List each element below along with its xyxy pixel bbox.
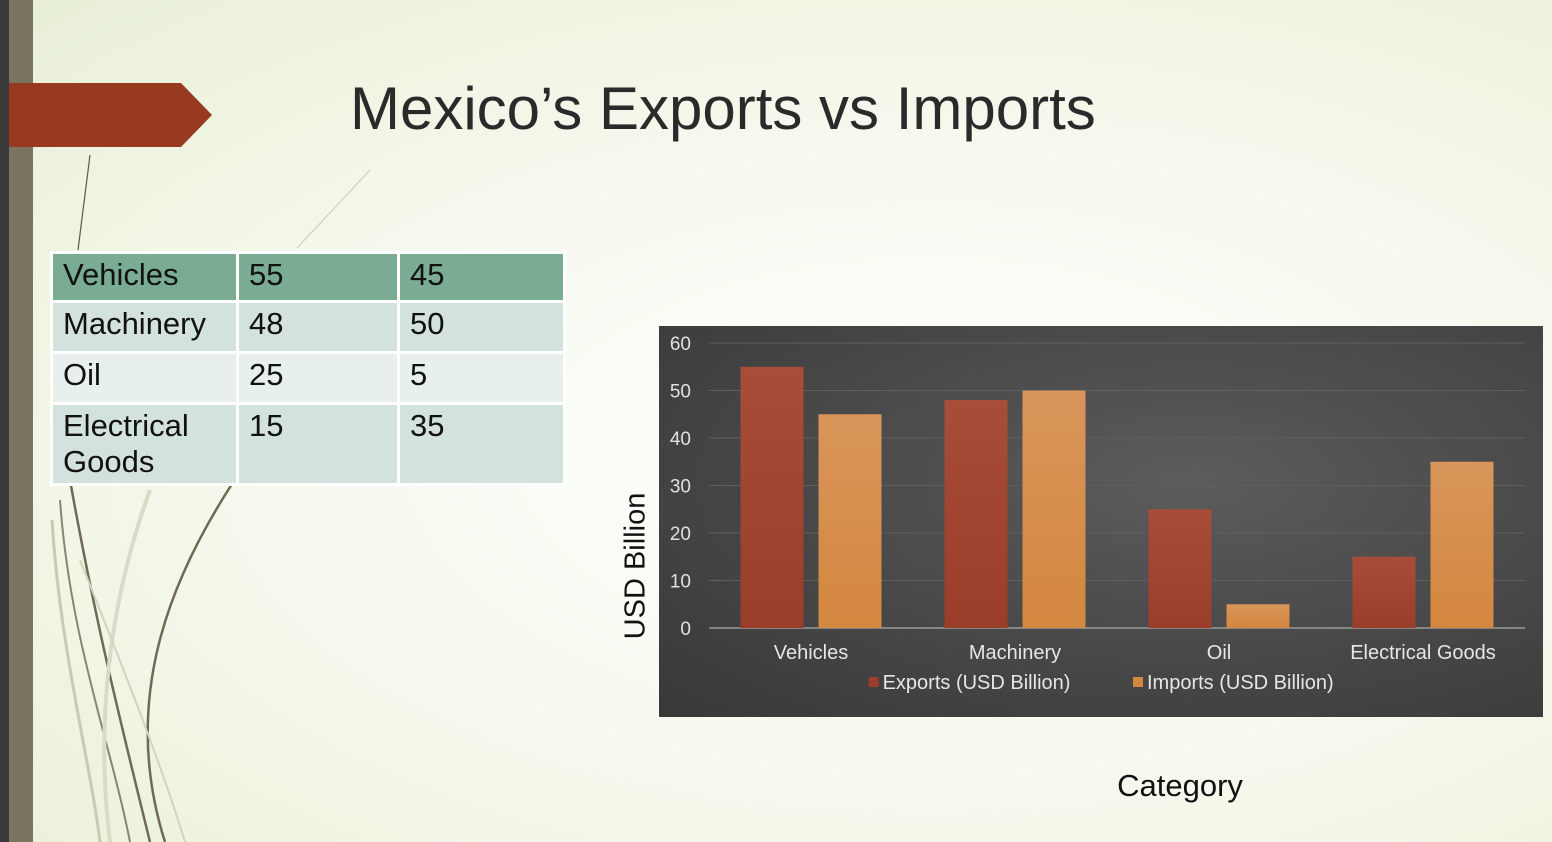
x-tick-label: Vehicles	[774, 642, 849, 664]
y-tick-label: 20	[670, 524, 691, 545]
title-pennant-shape	[9, 83, 212, 147]
decorative-lines	[50, 154, 371, 842]
x-tick-label: Electrical Goods	[1350, 642, 1496, 664]
left-edge-strip	[0, 0, 9, 842]
imports-bar	[1430, 461, 1494, 628]
x-tick-label: Oil	[1207, 642, 1231, 664]
imports-bar	[818, 414, 882, 628]
legend-label-exports: Exports (USD Billion)	[883, 672, 1071, 694]
table-value-cell: 35	[397, 402, 566, 486]
imports-bar	[1226, 604, 1290, 628]
chart-plot-area: 0 10 20 30 40 50 60 Vehicles Machinery Oil Electri…	[670, 334, 1525, 694]
table-value-cell: 5	[397, 351, 566, 405]
legend-swatch-exports	[868, 677, 879, 687]
y-tick-label: 30	[670, 477, 691, 498]
table-category-cell: Electrical Goods	[50, 402, 239, 486]
exports-bar	[1352, 556, 1416, 628]
table-value-cell: 55	[236, 251, 400, 303]
table-row: Vehicles 55 45	[50, 251, 566, 303]
table-row: Machinery 48 50	[50, 300, 566, 354]
table-row: Electrical Goods 15 35	[50, 402, 566, 486]
table-value-cell: 50	[397, 300, 566, 354]
x-axis-label: Category	[1117, 768, 1243, 803]
table-category-cell: Machinery	[50, 300, 239, 354]
data-table: Vehicles 55 45 Machinery 48 50 Oil 25 5 Electrica…	[50, 251, 566, 486]
y-tick-label: 0	[680, 619, 691, 640]
y-tick-label: 10	[670, 572, 691, 593]
y-tick-label: 60	[670, 334, 691, 355]
legend-swatch-imports	[1133, 677, 1143, 687]
exports-bar	[740, 366, 804, 628]
table-value-cell: 15	[236, 402, 400, 486]
imports-bar	[1022, 390, 1086, 628]
table-value-cell: 48	[236, 300, 400, 354]
y-tick-label: 40	[670, 429, 691, 450]
exports-bar	[1148, 509, 1212, 628]
legend-label-imports: Imports (USD Billion)	[1147, 672, 1334, 694]
table-category-cell: Vehicles	[50, 251, 239, 303]
table-row: Oil 25 5	[50, 351, 566, 405]
table-category-cell: Oil	[50, 351, 239, 405]
y-axis-label: USD Billion	[619, 492, 652, 640]
slide-title: Mexico’s Exports vs Imports	[350, 75, 1096, 142]
table-value-cell: 25	[236, 351, 400, 405]
y-tick-label: 50	[670, 382, 691, 403]
exports-bar	[944, 400, 1008, 628]
table-value-cell: 45	[397, 251, 566, 303]
bar-chart: 0 10 20 30 40 50 60 Vehicles Machinery Oil Electri…	[659, 326, 1543, 717]
x-tick-label: Machinery	[969, 642, 1061, 664]
